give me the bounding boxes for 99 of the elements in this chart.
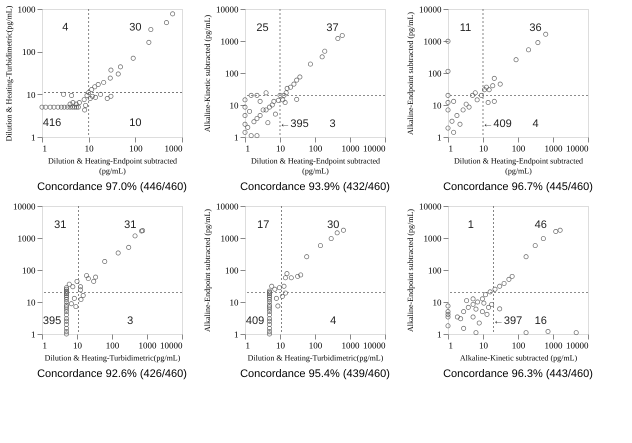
y-axis-title: Alkaline-Endpoint subtracted (pg/mL) [406,12,415,136]
x-tick-label: 10 [479,340,488,350]
x-tick-label: 1 [448,340,453,350]
y-tick-label: 1000 [220,36,239,46]
x-tick-label: 1000 [164,144,183,154]
y-tick-label: 1 [31,330,36,340]
x-tick-label: 1 [246,340,250,350]
annotation: 10 [129,116,142,129]
y-tick-label: 100 [428,68,442,78]
y-tick-label: 10 [230,100,239,110]
x-axis-title: Dilution & Heating-Endpoint subtracted (pg/mL) [48,156,178,176]
x-tick-label: 100 [512,144,526,154]
y-tick-label: 1 [437,330,442,340]
x-tick-label: 1000 [544,340,563,350]
x-axis-title: Dilution & Heating-Endpoint subtracted (pg/mL) [250,156,380,176]
annotation: 416 [42,116,62,129]
y-tick-label: 1 [234,132,238,142]
y-tick-label: 10 [432,298,442,308]
annotation: 31 [54,219,66,231]
y-tick-label: 1 [31,132,36,142]
annotation: 4 [330,315,336,328]
y-tick-label: 10000 [216,4,239,14]
annotation: 409 [246,315,264,328]
x-tick-label: 10 [479,144,488,154]
x-axis-title: Alkaline-Kinetic subtracted (pg/mL) [460,354,578,362]
annotation: 4 [532,118,539,130]
x-tick-label: 1000 [138,340,157,350]
x-tick-label: 100 [308,144,323,154]
x-tick-label: 10 [73,340,82,350]
annotation: 395 [42,315,62,328]
y-tick-label: 10 [26,298,36,308]
x-tick-label: 10 [276,340,286,350]
y-tick-label: 100 [428,266,442,276]
x-tick-label: 1 [42,340,47,350]
y-tick-label: 10000 [13,202,36,212]
x-tick-label: 1000 [342,144,360,154]
text: Concordance 96.3% (443/460) [443,368,593,380]
annotation: 16 [534,315,547,328]
annotation: 36 [529,22,542,34]
y-tick-label: 1 [437,132,442,142]
x-axis-title: Dilution & Heating-Turbidimetric(pg/mL) [248,354,384,362]
x-axis-title: Dilution & Heating-Turbidimetric(pg/mL) [44,354,181,362]
x-tick-label: 100 [308,340,323,350]
text: Concordance 92.6% (426/460) [37,368,187,380]
x-tick-label: 10 [276,144,286,154]
annotation: 30 [129,21,142,34]
text: Concordance 96.7% (445/460) [443,181,593,193]
x-tick-label: 1000 [544,144,563,154]
annotation: 3 [127,315,134,328]
y-tick-label: 1000 [424,234,442,244]
y-tick-label: 1000 [424,36,442,46]
y-axis-title: Alkaline-Endpoint subtracted (pg/mL) [203,208,212,332]
annotation: 17 [257,219,270,231]
y-axis-title: Alkaline-Kinetic subtracted (pg/mL) [203,14,212,132]
x-tick-label: 10000 [363,340,386,350]
x-tick-label: 10000 [566,144,589,154]
y-tick-label: 10000 [216,202,239,212]
y-axis-title: Alkaline-Endpoint subtracted (pg/mL) [406,208,415,332]
y-tick-label: 100 [22,47,36,58]
annotation: 37 [326,22,339,34]
y-tick-label: 1000 [220,234,239,244]
x-tick-label: 10000 [160,340,183,350]
x-tick-label: 1 [42,144,47,154]
annotation: ←397 [492,315,522,328]
annotation: 3 [329,118,336,130]
x-tick-label: 10 [84,144,94,154]
y-tick-label: 1 [234,330,238,340]
text: Concordance 95.4% (439/460) [240,368,390,380]
annotation: 46 [534,219,547,231]
annotation: 4 [62,21,68,34]
annotation: ←395 [279,118,309,130]
y-tick-label: 1000 [18,234,36,244]
annotation: ←409 [482,118,512,130]
y-tick-label: 10000 [419,4,442,14]
y-tick-label: 10 [230,298,239,308]
y-tick-label: 10 [26,90,36,100]
y-tick-label: 100 [225,68,239,78]
y-tick-label: 100 [225,266,239,276]
annotation: 30 [327,219,340,231]
y-tick-label: 1000 [18,4,36,14]
text: Concordance 97.0% (446/460) [37,181,187,193]
annotation: 1 [468,219,474,231]
y-tick-label: 10000 [419,202,442,212]
y-tick-label: 100 [22,266,36,276]
annotation: 25 [256,22,269,34]
x-tick-label: 10000 [363,144,386,154]
annotation: 11 [460,22,472,34]
y-axis-title: Dilution & Heating-Turbidimetric(pg/mL) [4,5,14,142]
x-tick-label: 1 [246,144,250,154]
x-tick-label: 1000 [342,340,360,350]
annotation: 31 [124,219,136,231]
x-axis-title: Dilution & Heating-Endpoint subtracted (pg/mL) [454,156,584,176]
x-tick-label: 100 [129,144,144,154]
x-tick-label: 10000 [566,340,589,350]
y-tick-label: 10 [432,100,442,110]
x-tick-label: 100 [106,340,120,350]
text: Concordance 93.9% (432/460) [240,181,390,193]
x-tick-label: 100 [512,340,526,350]
x-tick-label: 1 [448,144,453,154]
